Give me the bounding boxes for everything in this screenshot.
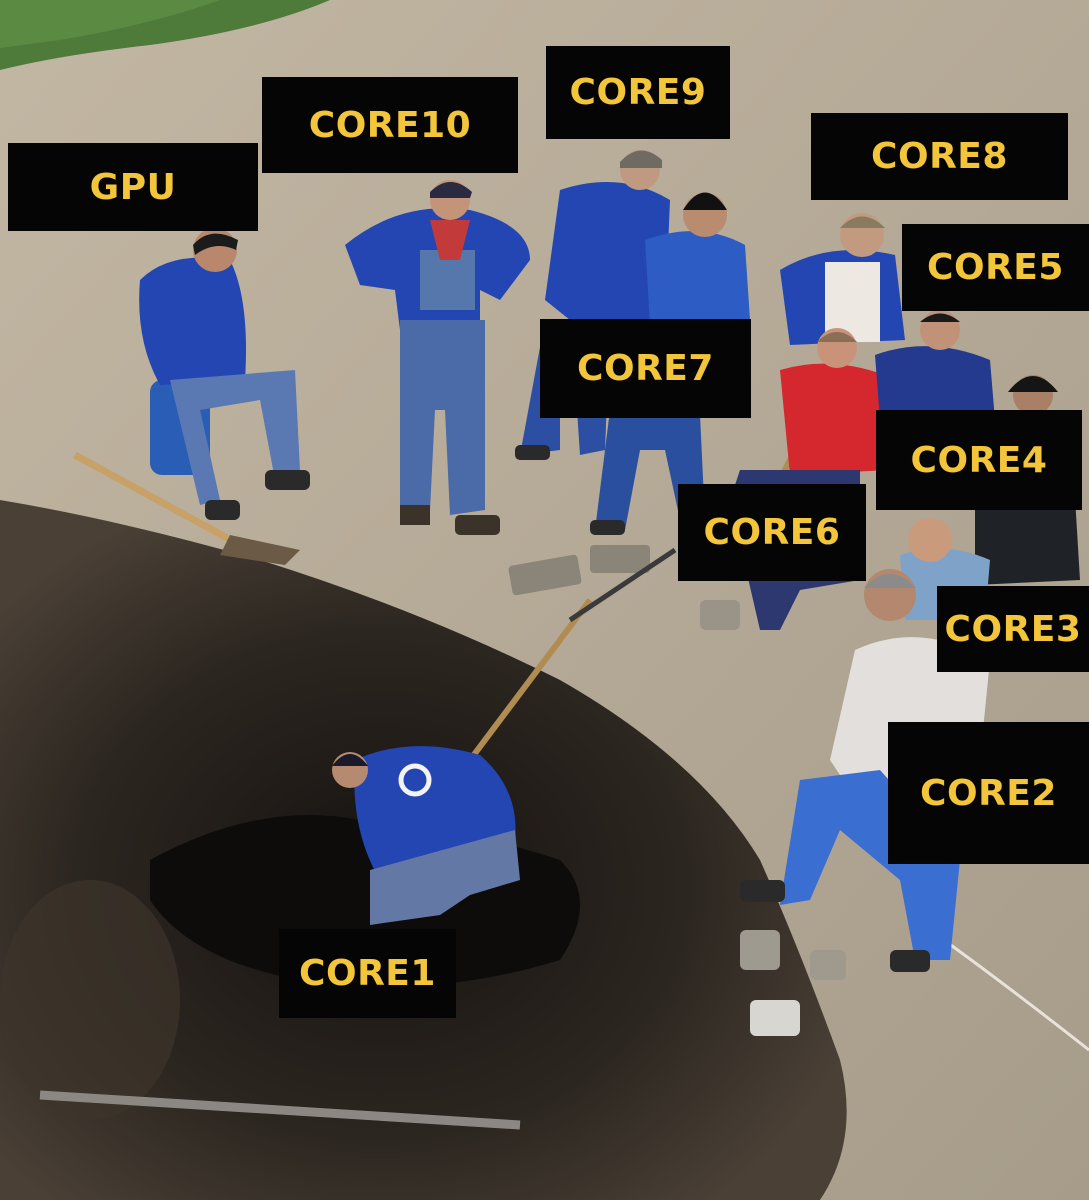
label-core1: CORE1 [279, 929, 456, 1018]
label-core8: CORE8 [811, 113, 1068, 200]
rubble-stones [508, 545, 846, 1036]
worker-gpu [139, 228, 310, 520]
label-core5: CORE5 [902, 224, 1089, 311]
label-core2: CORE2 [888, 722, 1089, 864]
label-core10: CORE10 [262, 77, 518, 173]
label-gpu: GPU [8, 143, 258, 231]
label-core3: CORE3 [937, 586, 1089, 672]
label-core6: CORE6 [678, 484, 866, 581]
label-core7: CORE7 [540, 319, 751, 418]
label-core9: CORE9 [546, 46, 730, 139]
worker-core5 [875, 310, 995, 420]
pipe [39, 1090, 521, 1130]
shovel-handle [73, 451, 242, 549]
worker-core10 [345, 180, 530, 535]
worker-core1 [332, 746, 520, 925]
worker-core7 [590, 192, 750, 535]
label-core4: CORE4 [876, 410, 1082, 510]
